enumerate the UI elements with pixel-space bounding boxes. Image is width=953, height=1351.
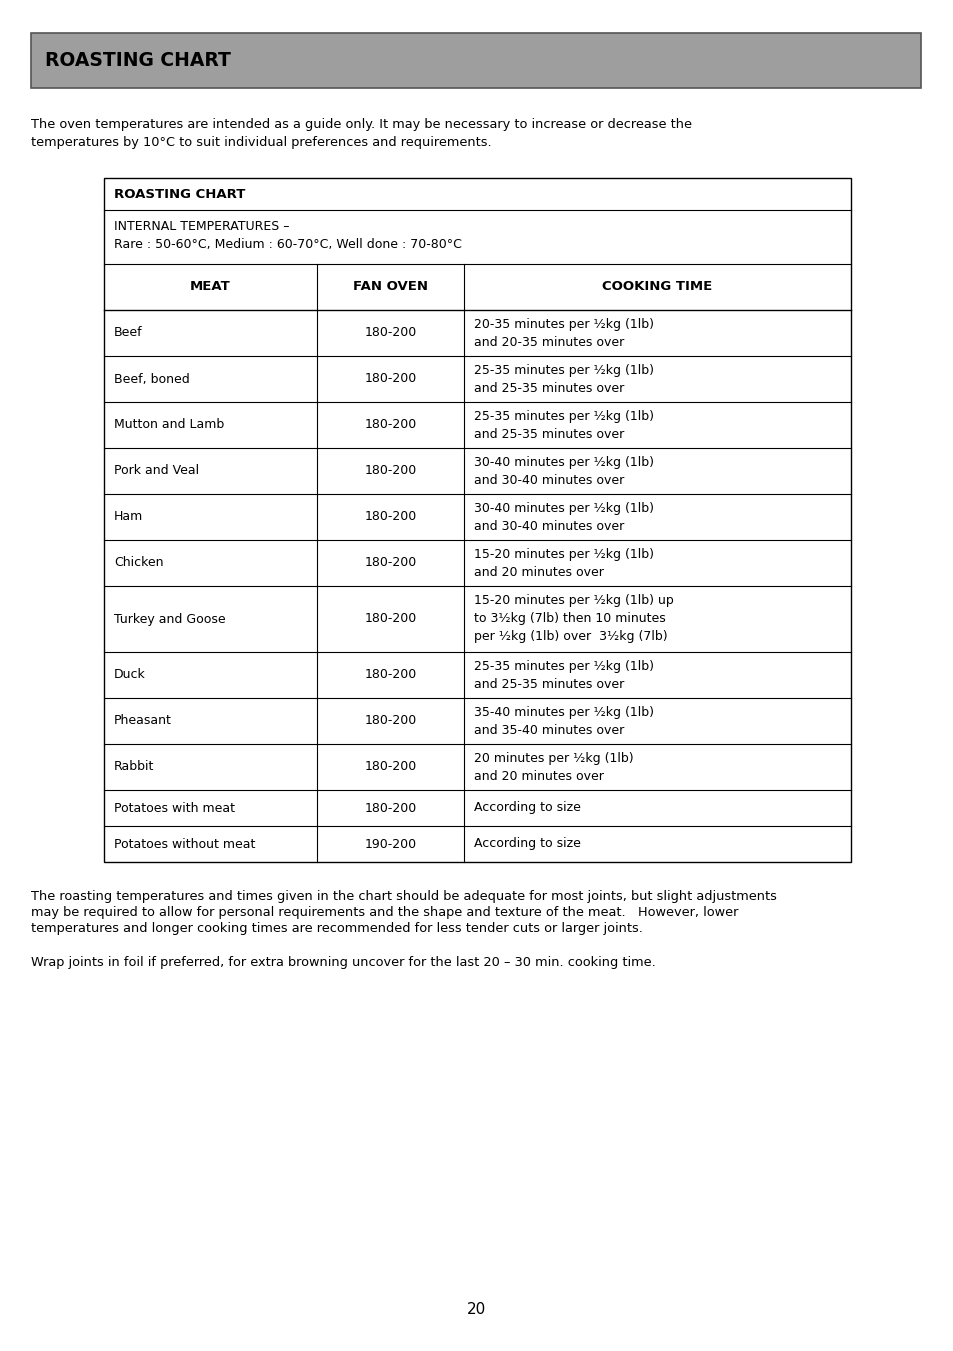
Text: 20 minutes per ½kg (1lb)
and 20 minutes over: 20 minutes per ½kg (1lb) and 20 minutes … — [474, 753, 633, 784]
Text: 35-40 minutes per ½kg (1lb)
and 35-40 minutes over: 35-40 minutes per ½kg (1lb) and 35-40 mi… — [474, 707, 654, 738]
Text: may be required to allow for personal requirements and the shape and texture of : may be required to allow for personal re… — [30, 907, 738, 919]
Text: Mutton and Lamb: Mutton and Lamb — [113, 419, 224, 431]
Text: Rabbit: Rabbit — [113, 761, 154, 774]
Text: Potatoes with meat: Potatoes with meat — [113, 801, 234, 815]
Text: 30-40 minutes per ½kg (1lb)
and 30-40 minutes over: 30-40 minutes per ½kg (1lb) and 30-40 mi… — [474, 457, 654, 486]
Text: Pheasant: Pheasant — [113, 715, 172, 727]
Text: 25-35 minutes per ½kg (1lb)
and 25-35 minutes over: 25-35 minutes per ½kg (1lb) and 25-35 mi… — [474, 363, 654, 394]
Text: 180-200: 180-200 — [364, 761, 416, 774]
Text: 180-200: 180-200 — [364, 465, 416, 477]
Text: 180-200: 180-200 — [364, 511, 416, 523]
Text: Beef: Beef — [113, 327, 143, 339]
Text: 180-200: 180-200 — [364, 419, 416, 431]
Text: 180-200: 180-200 — [364, 612, 416, 626]
Text: 20-35 minutes per ½kg (1lb)
and 20-35 minutes over: 20-35 minutes per ½kg (1lb) and 20-35 mi… — [474, 317, 654, 349]
Text: 25-35 minutes per ½kg (1lb)
and 25-35 minutes over: 25-35 minutes per ½kg (1lb) and 25-35 mi… — [474, 661, 654, 690]
Text: COOKING TIME: COOKING TIME — [601, 281, 712, 293]
Text: Pork and Veal: Pork and Veal — [113, 465, 199, 477]
Text: According to size: According to size — [474, 838, 580, 851]
Text: 25-35 minutes per ½kg (1lb)
and 25-35 minutes over: 25-35 minutes per ½kg (1lb) and 25-35 mi… — [474, 409, 654, 440]
Text: Rare : 50-60°C, Medium : 60-70°C, Well done : 70-80°C: Rare : 50-60°C, Medium : 60-70°C, Well d… — [113, 238, 461, 251]
Text: 180-200: 180-200 — [364, 801, 416, 815]
Text: 180-200: 180-200 — [364, 373, 416, 385]
Bar — [30, 32, 920, 88]
Text: According to size: According to size — [474, 801, 580, 815]
Text: temperatures by 10°C to suit individual preferences and requirements.: temperatures by 10°C to suit individual … — [30, 136, 491, 149]
Text: INTERNAL TEMPERATURES –: INTERNAL TEMPERATURES – — [113, 220, 289, 232]
Text: Ham: Ham — [113, 511, 143, 523]
Text: Duck: Duck — [113, 669, 146, 681]
Text: 180-200: 180-200 — [364, 715, 416, 727]
Text: 15-20 minutes per ½kg (1lb)
and 20 minutes over: 15-20 minutes per ½kg (1lb) and 20 minut… — [474, 549, 654, 580]
Text: 190-200: 190-200 — [364, 838, 416, 851]
Text: 20: 20 — [467, 1302, 486, 1317]
Text: MEAT: MEAT — [190, 281, 231, 293]
Text: 15-20 minutes per ½kg (1lb) up
to 3½kg (7lb) then 10 minutes
per ½kg (1lb) over : 15-20 minutes per ½kg (1lb) up to 3½kg (… — [474, 594, 673, 643]
Text: ROASTING CHART: ROASTING CHART — [113, 188, 245, 200]
Text: FAN OVEN: FAN OVEN — [353, 281, 428, 293]
Text: temperatures and longer cooking times are recommended for less tender cuts or la: temperatures and longer cooking times ar… — [30, 921, 642, 935]
Text: Chicken: Chicken — [113, 557, 163, 570]
Text: Potatoes without meat: Potatoes without meat — [113, 838, 255, 851]
Text: Beef, boned: Beef, boned — [113, 373, 190, 385]
Text: 180-200: 180-200 — [364, 327, 416, 339]
Text: 180-200: 180-200 — [364, 557, 416, 570]
Text: Wrap joints in foil if preferred, for extra browning uncover for the last 20 – 3: Wrap joints in foil if preferred, for ex… — [30, 957, 655, 969]
Text: The oven temperatures are intended as a guide only. It may be necessary to incre: The oven temperatures are intended as a … — [30, 118, 691, 131]
Text: 180-200: 180-200 — [364, 669, 416, 681]
Text: ROASTING CHART: ROASTING CHART — [45, 51, 231, 70]
Text: The roasting temperatures and times given in the chart should be adequate for mo: The roasting temperatures and times give… — [30, 890, 776, 902]
Bar — [104, 178, 850, 862]
Text: Turkey and Goose: Turkey and Goose — [113, 612, 226, 626]
Text: 30-40 minutes per ½kg (1lb)
and 30-40 minutes over: 30-40 minutes per ½kg (1lb) and 30-40 mi… — [474, 503, 654, 534]
